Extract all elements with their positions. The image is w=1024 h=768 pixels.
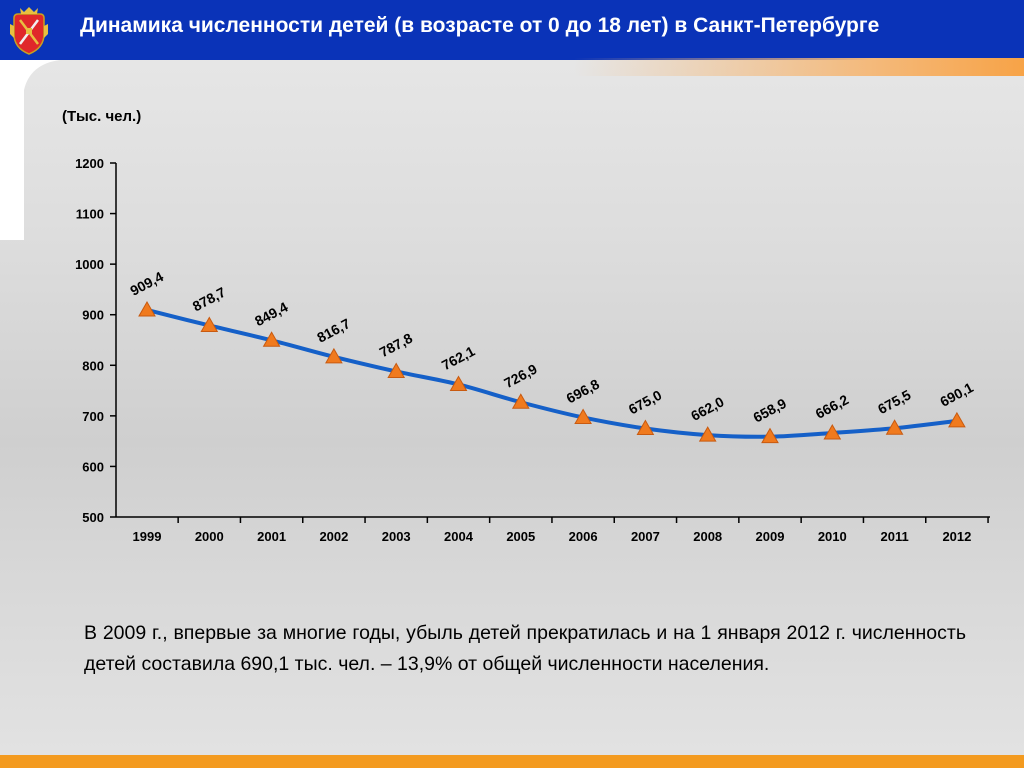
x-tick-label: 2007 <box>631 529 660 544</box>
data-label: 878,7 <box>190 284 229 315</box>
data-label: 658,9 <box>750 395 789 426</box>
x-tick-label: 2005 <box>506 529 535 544</box>
data-label: 787,8 <box>377 330 416 361</box>
data-label: 816,7 <box>314 315 353 346</box>
data-label: 675,0 <box>626 387 665 418</box>
data-point-marker <box>139 302 155 316</box>
y-tick-label: 700 <box>82 409 104 424</box>
x-tick-label: 2001 <box>257 529 286 544</box>
summary-text: В 2009 г., впервые за многие годы, убыль… <box>84 618 966 680</box>
data-label: 675,5 <box>875 386 914 417</box>
x-tick-label: 2011 <box>880 529 908 544</box>
y-tick-label: 1100 <box>76 207 104 222</box>
x-tick-label: 2006 <box>569 529 598 544</box>
data-label: 690,1 <box>937 379 976 410</box>
footer-bar <box>0 755 1024 768</box>
y-tick-label: 1000 <box>75 257 104 272</box>
x-axis-ticks: 1999 2000 2001 2002 2003 2004 2005 2006 2007 2008… <box>133 517 989 544</box>
data-label: 696,8 <box>564 376 603 407</box>
y-tick-label: 500 <box>82 510 104 525</box>
y-tick-label: 800 <box>82 358 104 373</box>
series-line <box>147 310 957 437</box>
y-tick-label: 1200 <box>75 156 104 171</box>
x-tick-label: 2003 <box>382 529 411 544</box>
x-tick-label: 2000 <box>195 529 224 544</box>
x-tick-label: 2004 <box>444 529 474 544</box>
data-label: 762,1 <box>439 343 478 374</box>
x-tick-label: 2002 <box>319 529 348 544</box>
data-label: 909,4 <box>127 268 166 299</box>
x-tick-label: 1999 <box>133 529 162 544</box>
data-labels: 909,4 878,7 849,4 816,7 787,8 762,1 726,9 696,8… <box>127 268 976 425</box>
x-tick-label: 2012 <box>942 529 971 544</box>
chart-axes <box>116 163 990 517</box>
data-label: 726,9 <box>501 360 540 391</box>
y-tick-label: 600 <box>82 459 104 474</box>
y-tick-label: 900 <box>82 308 104 323</box>
data-label: 849,4 <box>252 299 291 330</box>
data-label: 666,2 <box>813 391 852 422</box>
data-label: 662,0 <box>688 393 727 424</box>
x-tick-label: 2010 <box>818 529 847 544</box>
x-tick-label: 2008 <box>693 529 722 544</box>
x-tick-label: 2009 <box>756 529 785 544</box>
y-axis-ticks: 500 600 700 800 900 1000 1100 1200 <box>75 156 116 525</box>
